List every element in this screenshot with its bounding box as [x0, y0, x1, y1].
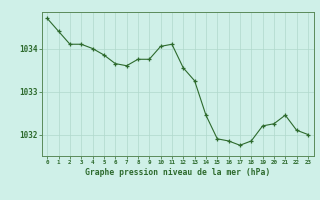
X-axis label: Graphe pression niveau de la mer (hPa): Graphe pression niveau de la mer (hPa) [85, 168, 270, 177]
